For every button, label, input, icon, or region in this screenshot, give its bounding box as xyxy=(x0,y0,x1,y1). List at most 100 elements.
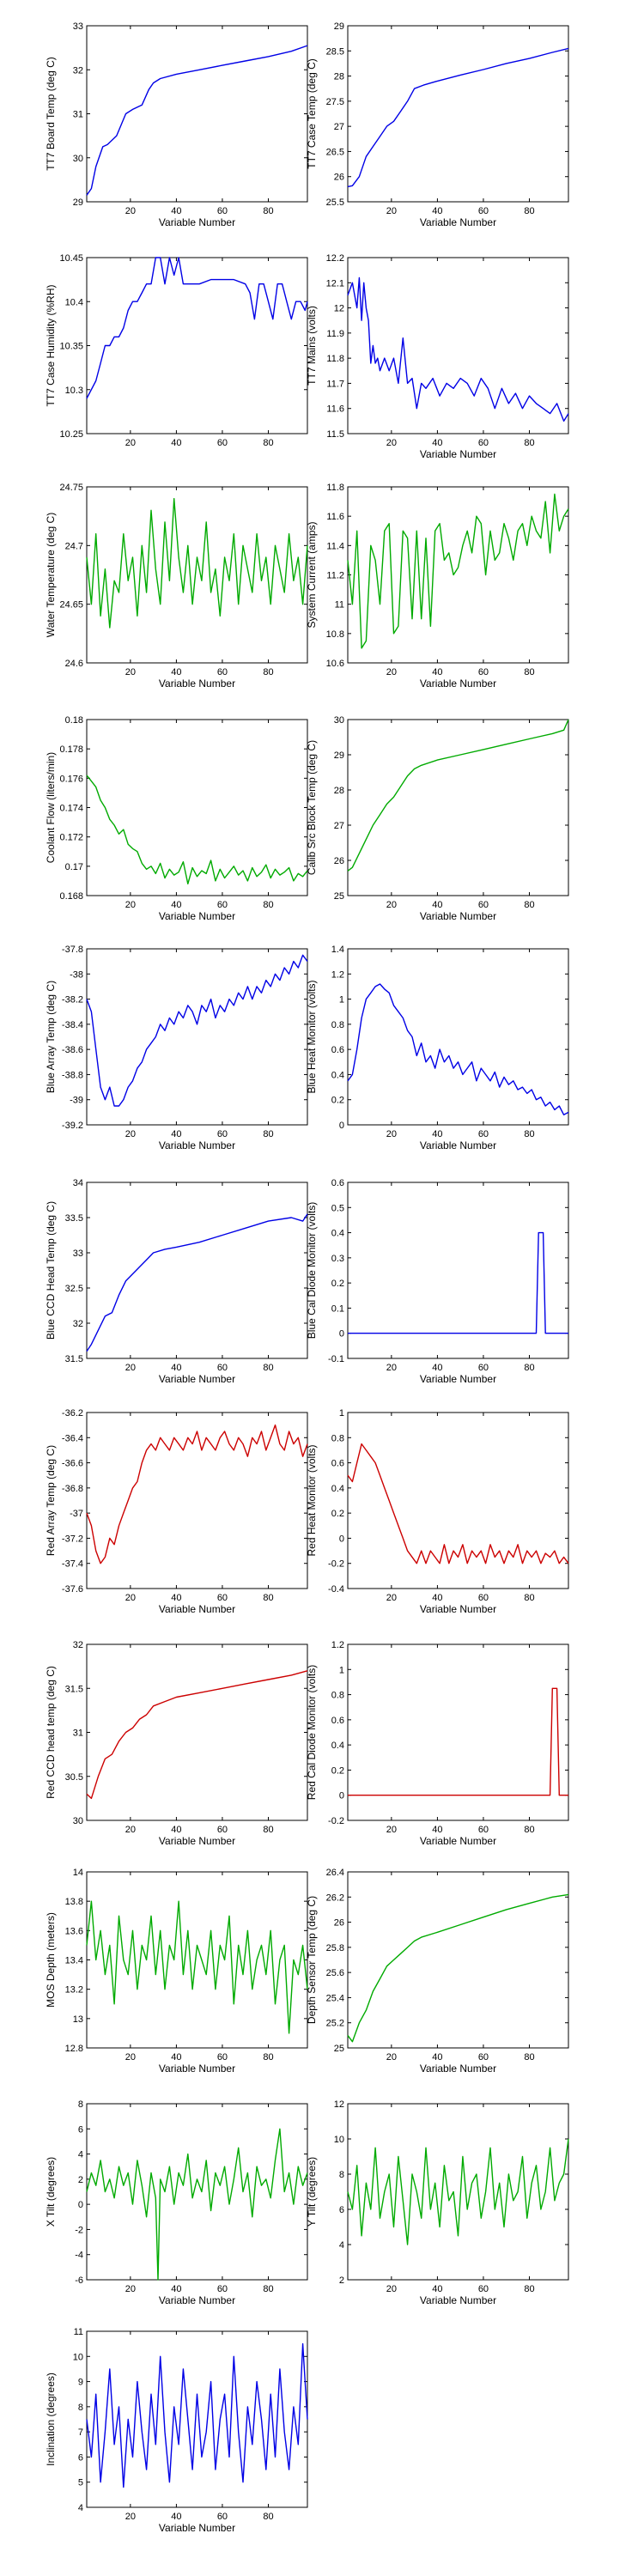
y-tick-label: 12.1 xyxy=(326,278,344,289)
y-tick-label: 0.178 xyxy=(59,744,83,755)
plot-area xyxy=(86,1182,308,1359)
series-line xyxy=(86,775,308,884)
y-axis-label: Red Heat Monitor (volts) xyxy=(306,1444,318,1556)
y-axis-label: Red CCD head temp (deg C) xyxy=(45,1666,57,1799)
plot-area xyxy=(347,1412,569,1589)
y-tick-label: 13.2 xyxy=(65,1985,83,1996)
x-axis-label: Variable Number xyxy=(159,2522,235,2534)
x-axis-label: Variable Number xyxy=(159,1603,235,1615)
x-tick-label: 20 xyxy=(125,900,136,910)
y-tick-label: 0.1 xyxy=(331,1303,344,1314)
y-tick-label: 10.3 xyxy=(65,386,83,396)
x-axis-label: Variable Number xyxy=(420,216,496,228)
plot-area xyxy=(347,1182,569,1359)
y-tick-label: 11 xyxy=(74,2327,83,2337)
y-tick-label: 0.4 xyxy=(331,1484,344,1494)
y-tick-label: 0.6 xyxy=(331,1045,344,1055)
y-tick-label: -38.4 xyxy=(62,1020,83,1030)
y-tick-label: 31 xyxy=(73,110,83,120)
y-tick-label: 33.5 xyxy=(65,1213,83,1224)
y-axis-label: TT7 Case Temp (deg C) xyxy=(306,58,318,169)
y-axis-label: Blue Array Temp (deg C) xyxy=(45,981,57,1093)
y-tick-label: 25.4 xyxy=(326,1993,344,2003)
plot-area xyxy=(347,719,569,896)
series-line xyxy=(348,1231,568,1334)
y-tick-label: 13.4 xyxy=(65,1956,83,1966)
y-tick-label: 11.4 xyxy=(326,541,344,551)
y-tick-label: 24.7 xyxy=(65,541,83,551)
x-tick-label: 40 xyxy=(171,900,181,910)
series-line xyxy=(86,1213,308,1352)
y-tick-label: 12 xyxy=(334,304,344,314)
plot-area xyxy=(86,257,308,434)
chart-blue-cal-diode-monitor: -0.1 0 0.1 0.2 0.3 0.4 0.5 0.6 20 40 60 80 Variable … xyxy=(306,1178,569,1385)
x-axis-label: Variable Number xyxy=(420,448,496,460)
plot-area xyxy=(86,25,308,203)
y-tick-label: 0.6 xyxy=(331,1716,344,1726)
x-tick-label: 80 xyxy=(524,1129,534,1139)
x-tick-label: 20 xyxy=(386,1129,397,1139)
x-tick-label: 40 xyxy=(432,1363,442,1373)
x-tick-label: 20 xyxy=(125,2052,136,2063)
y-tick-label: 26.4 xyxy=(326,1868,344,1878)
y-tick-label: 0.172 xyxy=(59,833,83,843)
x-tick-label: 80 xyxy=(263,1129,273,1139)
x-axis-label: Variable Number xyxy=(159,1835,235,1847)
chart-tt7-case-humidity: 10.25 10.3 10.35 10.4 10.45 20 40 60 80 TT7 Case … xyxy=(45,253,308,448)
x-tick-label: 60 xyxy=(217,1129,228,1139)
y-tick-label: 31.5 xyxy=(65,1684,83,1694)
x-tick-label: 80 xyxy=(524,2284,534,2294)
y-tick-label: 7 xyxy=(78,2427,83,2438)
y-tick-label: 0.8 xyxy=(331,1691,344,1701)
series-line xyxy=(347,276,569,422)
series-line xyxy=(347,983,569,1115)
y-tick-label: -38.2 xyxy=(62,995,83,1005)
y-tick-label: 24.6 xyxy=(65,659,83,669)
y-tick-label: 30 xyxy=(73,154,83,164)
x-tick-label: 80 xyxy=(263,2512,273,2522)
y-tick-label: 0.2 xyxy=(331,1279,344,1289)
x-axis-label: Variable Number xyxy=(420,1603,496,1615)
x-axis-label: Variable Number xyxy=(420,2294,496,2306)
y-tick-label: 25 xyxy=(334,2044,344,2054)
series-line xyxy=(347,1893,569,2043)
x-tick-label: 80 xyxy=(263,438,273,448)
y-tick-label: 5 xyxy=(78,2478,83,2488)
y-tick-label: 11.8 xyxy=(326,354,344,364)
x-axis-label: Variable Number xyxy=(420,1139,496,1151)
chart-calib-src-block-temp: 25 26 27 28 29 30 20 40 60 80 Variable Number Calib… xyxy=(306,715,569,922)
x-tick-label: 60 xyxy=(478,438,489,448)
series-line xyxy=(86,2342,308,2488)
y-tick-label: 29 xyxy=(334,21,344,32)
y-tick-label: -37.4 xyxy=(62,1559,83,1570)
y-tick-label: 12.8 xyxy=(65,2044,83,2054)
x-tick-label: 80 xyxy=(263,2052,273,2063)
x-tick-label: 20 xyxy=(386,2284,397,2294)
x-tick-label: 20 xyxy=(386,206,397,216)
x-tick-label: 40 xyxy=(432,2284,442,2294)
y-tick-label: 0.17 xyxy=(65,862,83,872)
plot-area xyxy=(86,1643,308,1821)
y-tick-label: 25.5 xyxy=(326,197,344,208)
chart-x-tilt: -6 -4 -2 0 2 4 6 8 20 40 60 80 Variable Number X Tilt… xyxy=(45,2099,308,2306)
y-tick-label: -37.6 xyxy=(62,1584,83,1595)
y-tick-label: 0.8 xyxy=(331,1020,344,1030)
y-tick-label: 26.2 xyxy=(326,1893,344,1903)
y-tick-label: -37.8 xyxy=(62,945,83,955)
series-line xyxy=(86,954,308,1107)
y-axis-label: System Current (amps) xyxy=(306,521,318,628)
x-tick-label: 20 xyxy=(125,2284,136,2294)
x-tick-label: 80 xyxy=(263,1363,273,1373)
plot-area xyxy=(86,2103,308,2281)
x-tick-label: 20 xyxy=(386,438,397,448)
y-tick-label: 0.2 xyxy=(331,1096,344,1106)
x-tick-label: 20 xyxy=(125,2512,136,2522)
y-tick-label: -39 xyxy=(70,1096,83,1106)
x-tick-label: 80 xyxy=(524,1825,534,1835)
x-tick-label: 60 xyxy=(478,2284,489,2294)
x-tick-label: 60 xyxy=(217,1593,228,1603)
y-tick-label: 0 xyxy=(339,1121,344,1131)
chart-y-tilt: 2 4 6 8 10 12 20 40 60 80 Variable Number Y Tilt (d… xyxy=(306,2099,569,2306)
chart-tt7-case-temp: 25.5 26 26.5 27 27.5 28 28.5 29 20 40 60 80 Variable… xyxy=(306,21,569,228)
x-tick-label: 40 xyxy=(171,667,181,677)
